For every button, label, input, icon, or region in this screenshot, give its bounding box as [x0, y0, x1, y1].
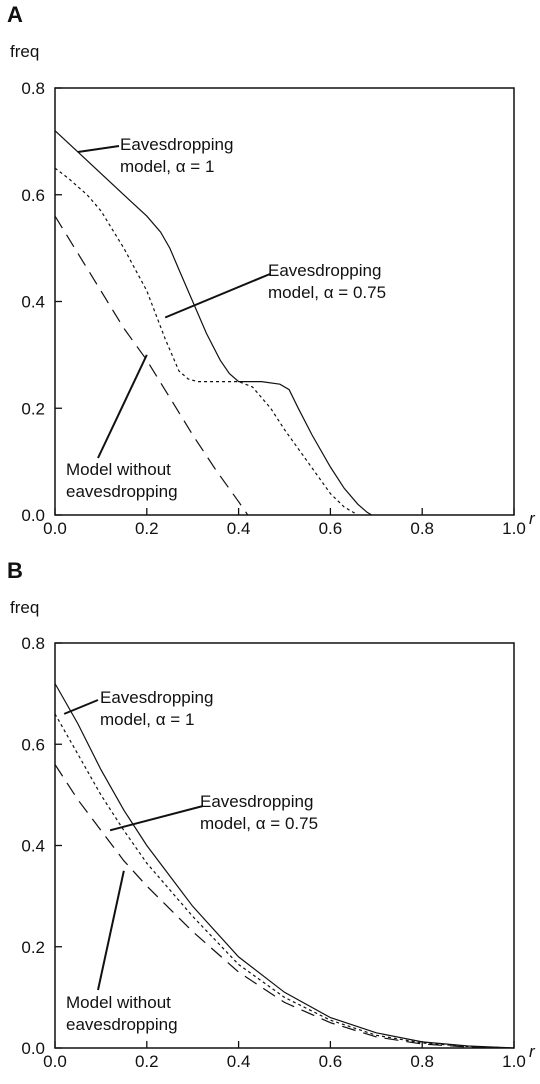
series-line-dashed — [54, 215, 249, 516]
panel-a: A freq r 0.0 0.2 0.4 0.6 0.8 1.00.00.20.40.60… — [7, 2, 536, 538]
annotation-label: Model without eavesdropping — [66, 460, 178, 501]
annotation-label: Eavesdropping model, α = 1 — [100, 688, 213, 729]
annotation-leader — [164, 273, 271, 319]
annotation-leader — [109, 805, 204, 832]
x-tick-label: 1.0 — [502, 1052, 526, 1071]
x-tick-label: 0.2 — [135, 1052, 159, 1071]
y-tick-label: 0.4 — [21, 837, 45, 856]
x-tick-label: 0.0 — [43, 519, 67, 538]
axis-ticks: 0.0 0.2 0.4 0.6 0.8 1.0 0.0 0.2 0.4 0.6 0.8 — [21, 634, 525, 1071]
y-tick-label: 0.4 — [21, 293, 45, 312]
x-axis-title: r — [529, 509, 536, 528]
x-tick-label: 0.6 — [319, 1052, 343, 1071]
y-tick-label: 0.2 — [21, 938, 45, 957]
series-line-dotted — [54, 713, 515, 1049]
panel-b: B freq r 0.0 0.2 0.4 0.6 0.8 1.00.00.20.40.60… — [7, 558, 536, 1071]
series-group — [54, 683, 515, 1049]
x-axis-title: r — [529, 1042, 536, 1061]
y-tick-label: 0.6 — [21, 735, 45, 754]
panel-label: A — [7, 2, 23, 27]
series-line-dotted — [54, 167, 359, 516]
annotation-leader — [97, 354, 148, 459]
x-tick-label: 0.4 — [227, 519, 251, 538]
annotations: Eavesdropping model, α = 1 Eavesdropping mo… — [63, 688, 318, 1034]
annotation-label: Eavesdropping model, α = 1 — [120, 135, 233, 176]
annotations: Eavesdropping model, α = 1 Eavesdropping mo… — [66, 135, 386, 501]
y-tick-label: 0.2 — [21, 399, 45, 418]
x-tick-label: 0.0 — [43, 1052, 67, 1071]
series-line-solid — [54, 130, 373, 516]
y-axis-title: freq — [10, 42, 39, 61]
annotation-label: Model without eavesdropping — [66, 993, 178, 1034]
series-group — [54, 130, 373, 516]
y-tick-label: 0.0 — [21, 506, 45, 525]
x-tick-label: 0.6 — [319, 519, 343, 538]
y-tick-label: 0.8 — [21, 634, 45, 653]
y-tick-label: 0.8 — [21, 79, 45, 98]
axis-ticks: 0.0 0.2 0.4 0.6 0.8 1.0 0.0 0.2 0.4 0.6 0.8 — [21, 79, 525, 538]
y-axis-title: freq — [10, 598, 39, 617]
x-tick-label: 1.0 — [502, 519, 526, 538]
y-tick-label: 0.0 — [21, 1039, 45, 1058]
annotation-leader — [97, 870, 125, 991]
annotation-leader — [63, 699, 99, 715]
x-tick-label: 0.8 — [410, 1052, 434, 1071]
series-line-solid — [54, 683, 515, 1049]
x-tick-label: 0.4 — [227, 1052, 251, 1071]
panel-label: B — [7, 558, 23, 583]
annotation-label: Eavesdropping model, α = 0.75 — [200, 792, 318, 833]
annotation-leader — [77, 145, 120, 154]
annotation-label: Eavesdropping model, α = 0.75 — [268, 261, 386, 302]
y-tick-label: 0.6 — [21, 186, 45, 205]
x-tick-label: 0.8 — [410, 519, 434, 538]
x-tick-label: 0.2 — [135, 519, 159, 538]
